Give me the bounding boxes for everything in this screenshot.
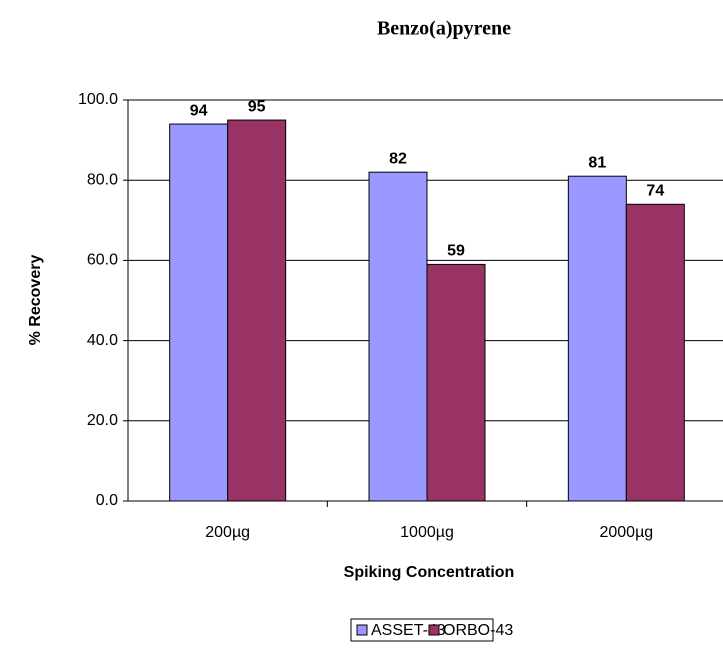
legend-swatch — [356, 624, 368, 636]
legend-label: ASSET-43 — [371, 622, 446, 639]
y-tick-label: 80.0 — [87, 171, 118, 188]
x-tick-label: 2000µg — [599, 524, 653, 541]
legend-swatch — [428, 624, 440, 636]
y-tick-label: 20.0 — [87, 412, 118, 429]
bar — [567, 175, 627, 502]
bar — [426, 263, 486, 502]
bar — [368, 171, 428, 502]
y-tick-label: 60.0 — [87, 252, 118, 269]
data-label: 94 — [190, 102, 208, 119]
x-tick-label: 1000µg — [400, 524, 454, 541]
bar — [169, 123, 229, 502]
legend-label: ORBO-43 — [443, 622, 513, 639]
data-label: 95 — [248, 98, 266, 115]
bar — [227, 119, 287, 502]
data-label: 74 — [646, 182, 664, 199]
data-label: 82 — [389, 150, 407, 167]
y-axis-label: % Recovery — [27, 255, 44, 346]
legend-box — [350, 618, 494, 642]
x-tick-label: 200µg — [205, 524, 250, 541]
y-tick-label: 100.0 — [78, 91, 118, 108]
bar — [625, 203, 685, 502]
x-axis-label: Spiking Concentration — [344, 564, 515, 581]
y-tick-label: 40.0 — [87, 332, 118, 349]
data-label: 59 — [447, 243, 465, 260]
chart-title: Benzo(a)pyrene — [377, 18, 511, 40]
y-tick-label: 0.0 — [96, 492, 118, 509]
data-label: 81 — [588, 154, 606, 171]
